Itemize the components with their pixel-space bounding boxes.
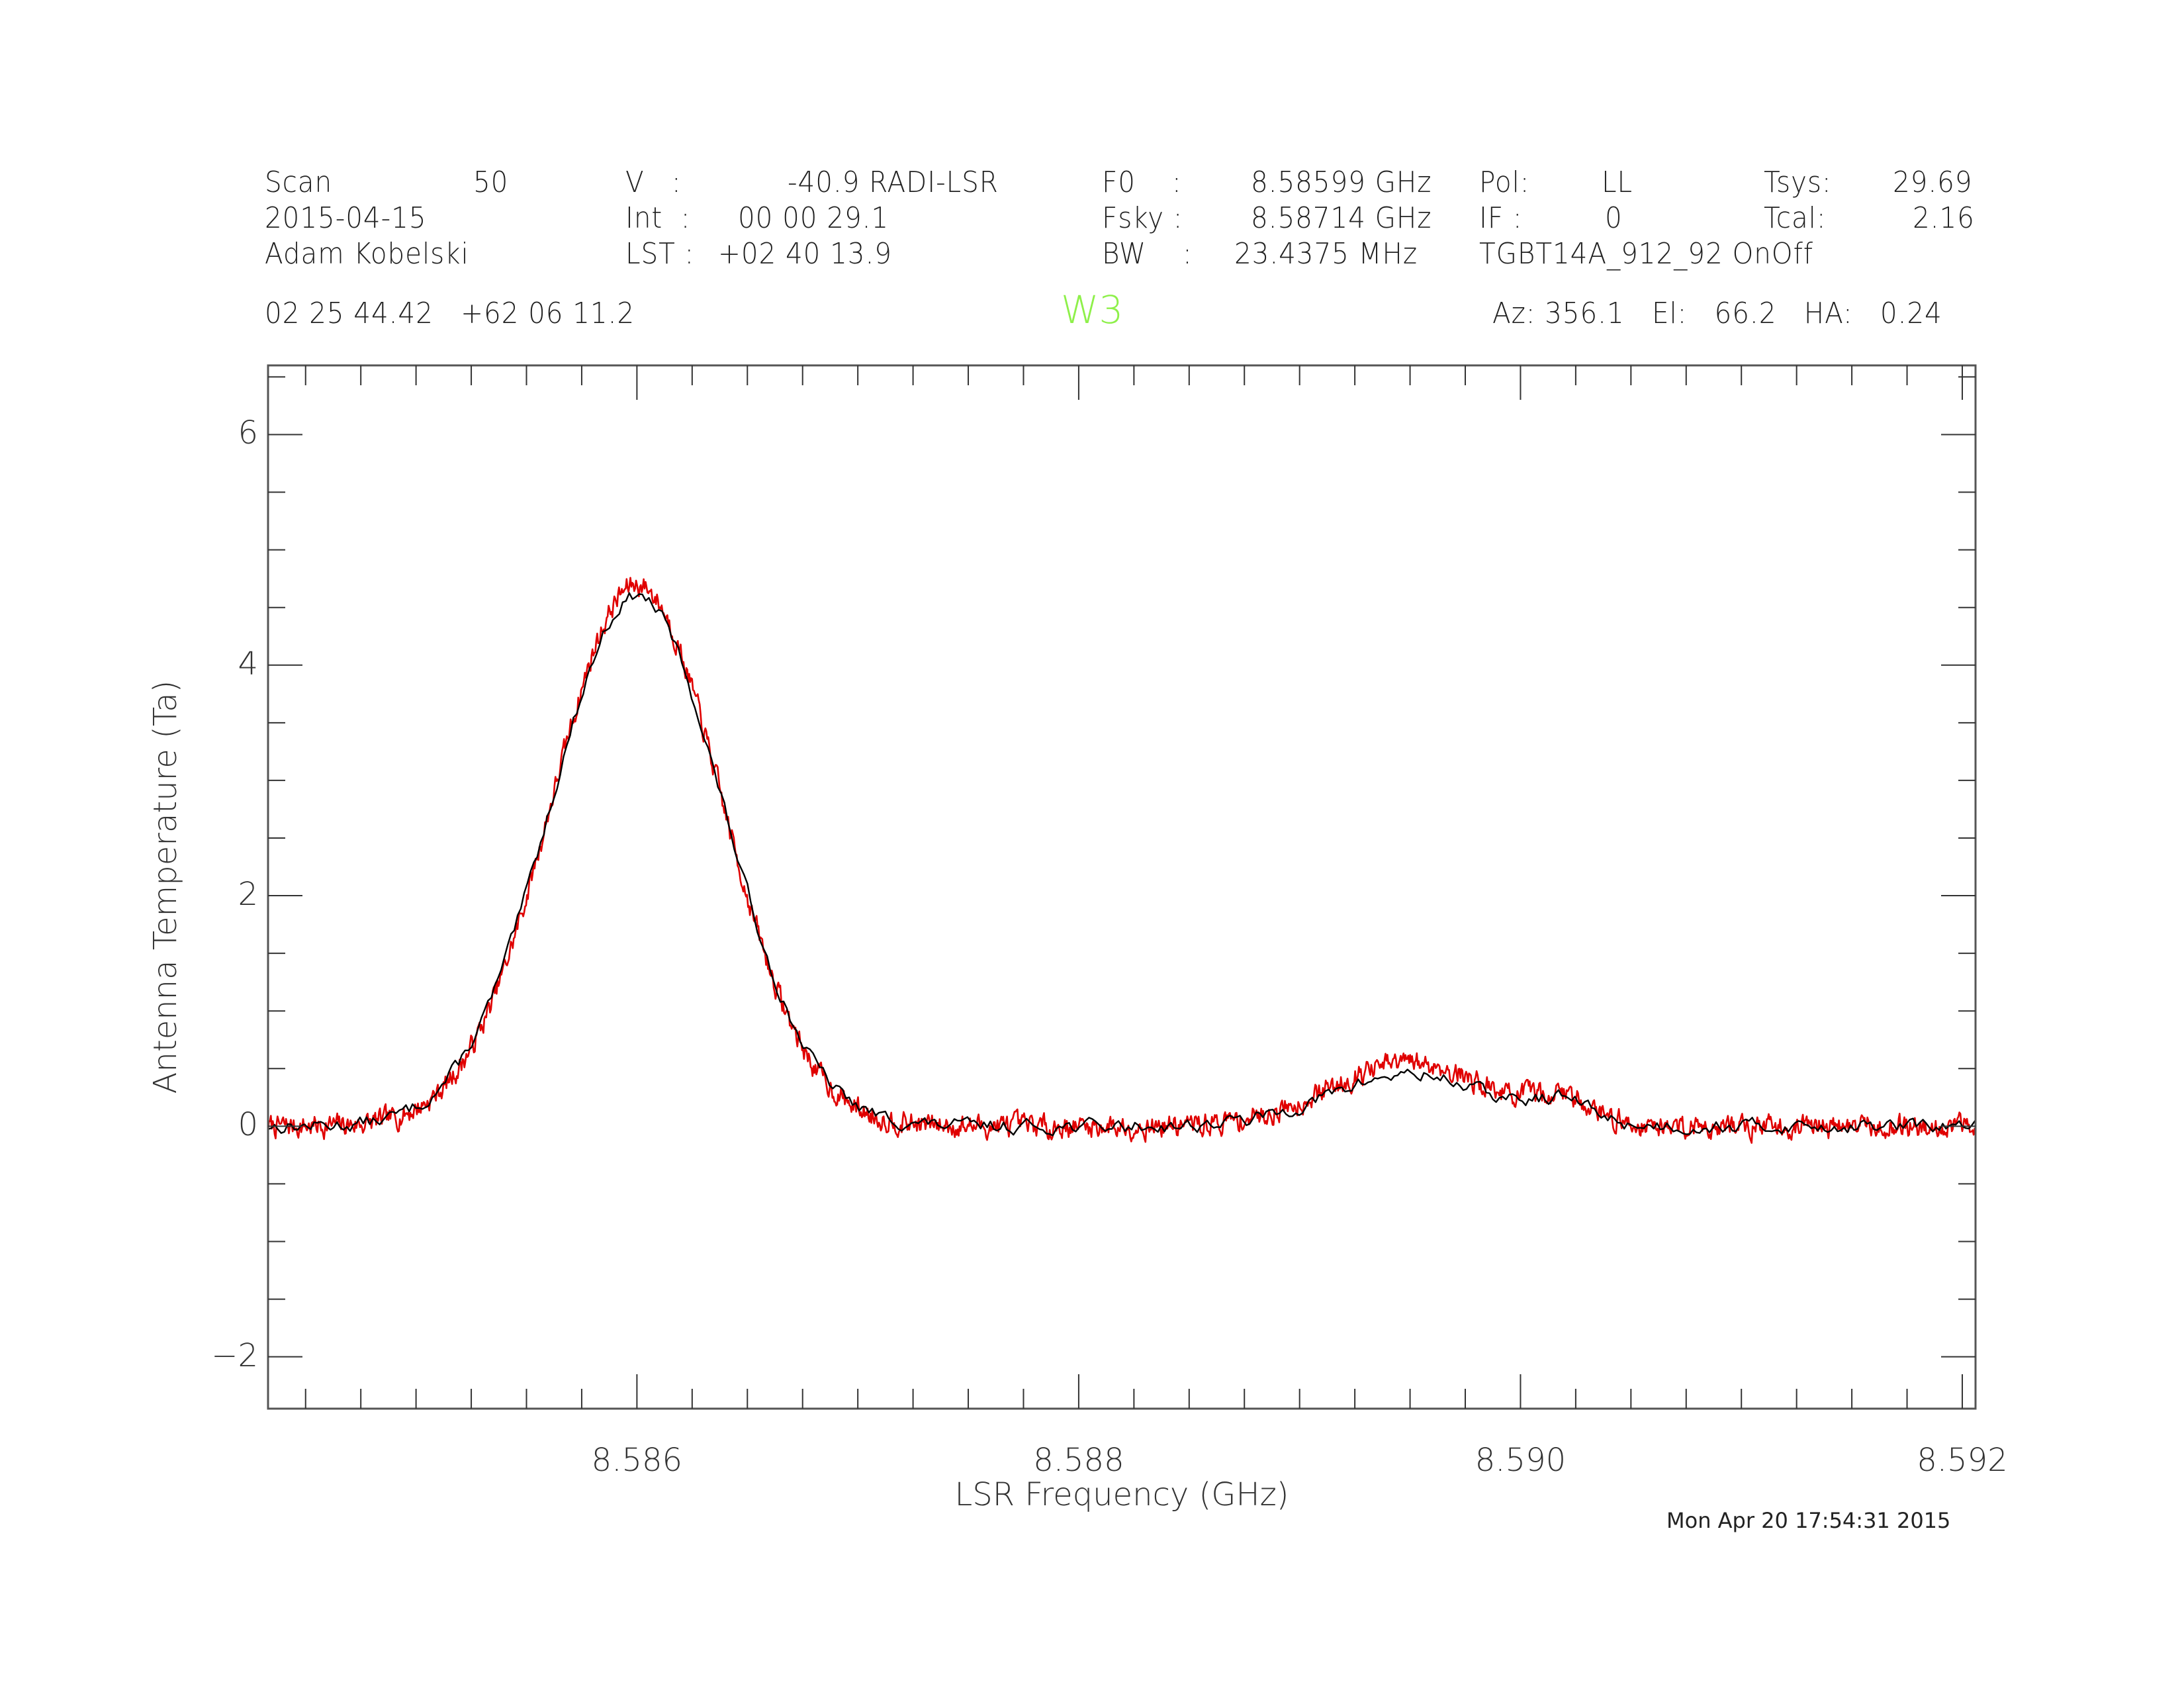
f0-label: F0 : <box>1102 165 1182 199</box>
integration-label: Int : <box>625 201 691 235</box>
source-coordinates: 02 25 44.42 +62 06 11.2 <box>265 297 635 330</box>
f0-value: 8.58599 GHz <box>1251 165 1432 199</box>
polarization-label: Pol: <box>1479 165 1530 199</box>
x-tick-label: 8.592 <box>1917 1442 2008 1479</box>
project-id: TGBT14A_912_92 OnOff <box>1479 237 1813 271</box>
tsys-label: Tsys: <box>1764 165 1832 199</box>
tsys-value: 29.69 <box>1893 165 1973 199</box>
bandwidth-label: BW : <box>1102 237 1193 271</box>
y-tick-label: 6 <box>238 414 258 452</box>
observation-date: 2015-04-15 <box>265 201 427 235</box>
x-axis-title: LSR Frequency (GHz) <box>954 1476 1289 1513</box>
series-red <box>267 577 1977 1144</box>
lst-value: +02 40 13.9 <box>718 237 892 271</box>
if-value: 0 <box>1605 201 1623 235</box>
plot-frame <box>267 364 1977 1410</box>
az-el-ha: Az: 356.1 El: 66.2 HA: 0.24 <box>1492 297 1942 330</box>
lst-label: LST : <box>625 237 695 271</box>
fsky-value: 8.58714 GHz <box>1251 201 1432 235</box>
velocity-value: -40.9 RADI-LSR <box>788 165 999 199</box>
chart-title: W3 <box>1061 287 1124 332</box>
x-tick-label: 8.588 <box>1033 1442 1124 1479</box>
axes-frame <box>267 364 1977 1410</box>
y-tick-label: 2 <box>238 876 258 914</box>
if-label: IF : <box>1479 201 1523 235</box>
tcal-value: 2.16 <box>1913 201 1975 235</box>
y-tick-label: 4 <box>238 645 258 682</box>
y-tick-label: −2 <box>211 1336 258 1374</box>
scan-label: Scan <box>265 165 333 199</box>
fsky-label: Fsky : <box>1102 201 1183 235</box>
series-black <box>267 592 1976 1137</box>
bandwidth-value: 23.4375 MHz <box>1234 237 1418 271</box>
observer-name: Adam Kobelski <box>265 237 469 271</box>
y-tick-label: 0 <box>238 1106 258 1144</box>
scan-number: 50 <box>473 165 509 199</box>
velocity-label: V : <box>625 165 682 199</box>
tcal-label: Tcal: <box>1764 201 1827 235</box>
polarization-value: LL <box>1602 165 1633 199</box>
y-axis-title: Antenna Temperature (Ta) <box>147 680 184 1094</box>
x-tick-label: 8.586 <box>591 1442 683 1479</box>
x-tick-label: 8.590 <box>1475 1442 1567 1479</box>
series-layer <box>267 577 1977 1144</box>
plot-timestamp: Mon Apr 20 17:54:31 2015 <box>1666 1508 1951 1533</box>
integration-value: 00 00 29.1 <box>738 201 889 235</box>
